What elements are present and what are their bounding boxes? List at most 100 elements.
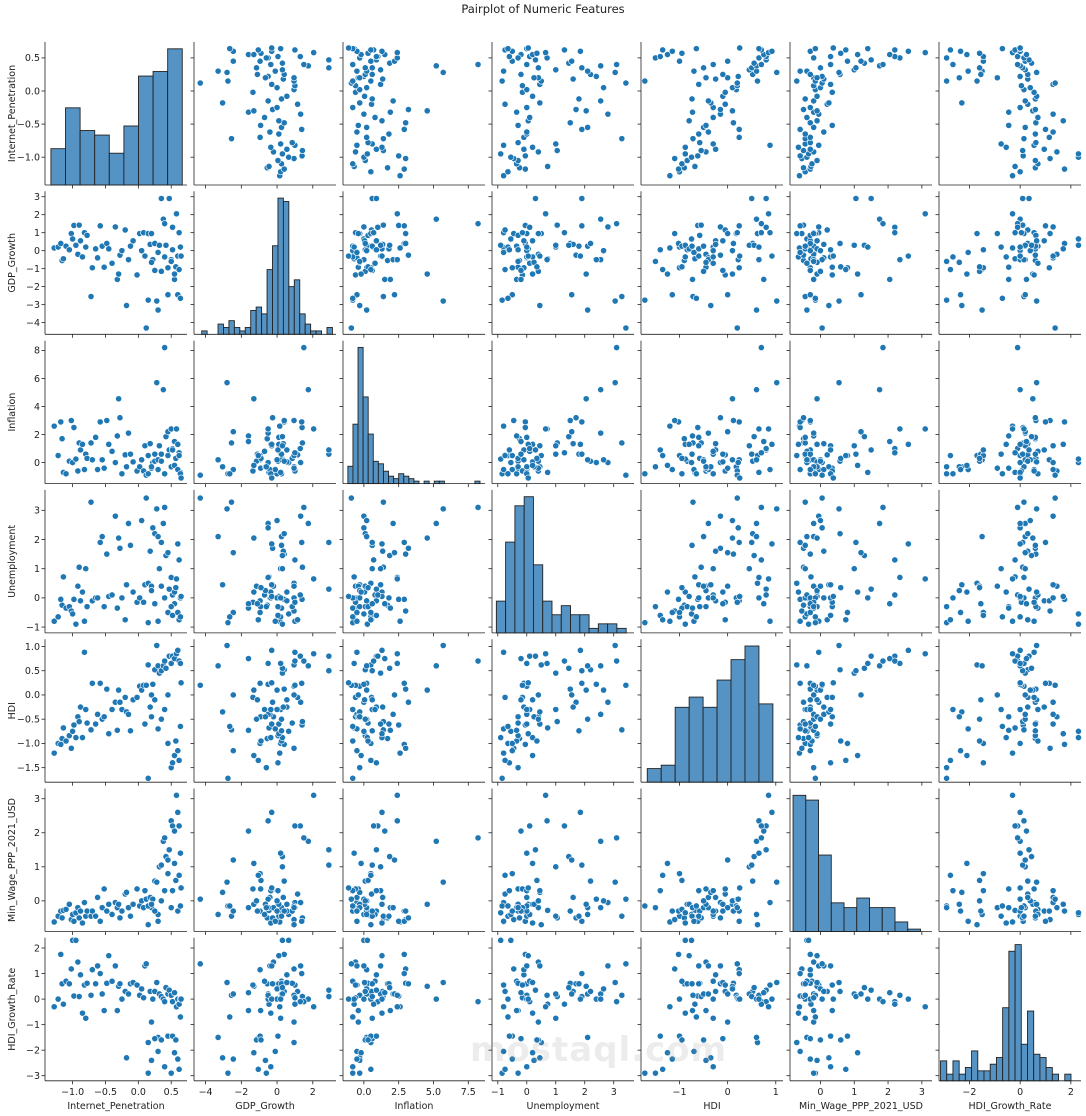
scatter-point (177, 849, 184, 857)
scatter-point (271, 466, 279, 473)
scatter-point (729, 517, 736, 524)
scatter-point (353, 141, 361, 149)
scatter-point (659, 452, 667, 459)
scatter-point (92, 720, 100, 728)
scatter-point (381, 827, 389, 835)
scatter-point (806, 696, 814, 704)
scatter-point (597, 97, 605, 105)
scatter-point (724, 990, 732, 998)
scatter-point (1053, 904, 1061, 912)
scatter-point (688, 153, 695, 161)
scatter-point (268, 995, 276, 1003)
scatter-point (161, 220, 169, 228)
scatter-point (141, 720, 149, 728)
scatter-point (77, 907, 84, 915)
scatter-point (1005, 726, 1013, 734)
scatter-point (345, 44, 352, 52)
scatter-point (575, 727, 583, 735)
scatter-point (154, 617, 162, 625)
scatter-point (81, 899, 88, 906)
scatter-point (177, 243, 184, 251)
scatter-point (1040, 145, 1048, 153)
scatter-point (552, 990, 560, 998)
scatter-point (997, 565, 1005, 573)
scatter-point (254, 600, 261, 608)
scatter-point (760, 276, 768, 283)
scatter-point (757, 504, 765, 511)
scatter-point (290, 965, 298, 973)
scatter-point (269, 414, 276, 422)
scatter-point (949, 470, 957, 478)
scatter-point (103, 907, 111, 915)
scatter-point (113, 726, 121, 734)
scatter-point (290, 1039, 298, 1046)
scatter-point (724, 57, 732, 65)
scatter-point (803, 259, 811, 267)
scatter-point (154, 1048, 162, 1055)
scatter-point (391, 291, 398, 299)
scatter-point (379, 498, 387, 506)
scatter-point (144, 619, 152, 627)
scatter-point (1016, 646, 1024, 654)
scatter-point (766, 141, 774, 149)
scatter-point (508, 264, 516, 272)
scatter-point (569, 75, 577, 83)
scatter-point (274, 603, 282, 611)
scatter-point (174, 440, 182, 448)
scatter-point (214, 662, 222, 670)
scatter-point (291, 449, 299, 457)
scatter-point (118, 247, 126, 255)
scatter-point (360, 110, 368, 118)
scatter-point (74, 582, 82, 590)
scatter-point (125, 990, 132, 998)
scatter-point (755, 54, 763, 62)
scatter-point (379, 703, 387, 711)
scatter-point (696, 139, 704, 147)
scatter-point (1019, 450, 1027, 458)
scatter-point (395, 222, 403, 229)
scatter-point (514, 713, 522, 721)
scatter-point (214, 533, 222, 540)
histogram-bar (597, 623, 609, 634)
y-tick-label: 2 (34, 210, 40, 221)
y-tick-label: −1.5 (17, 763, 40, 774)
x-tick-label: 5.0 (426, 1087, 441, 1098)
scatter-point (402, 744, 410, 752)
scatter-point (249, 88, 257, 96)
scatter-point (219, 708, 226, 716)
scatter-point (161, 344, 169, 352)
scatter-point (250, 1049, 258, 1057)
scatter-point (618, 293, 626, 300)
scatter-point (96, 917, 104, 925)
scatter-point (827, 611, 834, 619)
scatter-point (582, 982, 590, 990)
histogram-bar (372, 460, 379, 485)
scatter-point (1005, 885, 1013, 893)
scatter-point (377, 66, 384, 74)
scatter-point (688, 450, 696, 458)
scatter-point (773, 69, 781, 76)
scatter-point (755, 256, 763, 264)
scatter-point (796, 172, 803, 180)
scatter-point (299, 718, 306, 726)
scatter-point (1061, 907, 1068, 915)
scatter-point (810, 429, 818, 437)
scatter-point (692, 1013, 700, 1021)
scatter-point (675, 950, 682, 958)
scatter-point (891, 657, 899, 665)
scatter-point (1033, 379, 1041, 387)
scatter-point (474, 504, 482, 511)
scatter-point (275, 117, 283, 125)
scatter-point (552, 669, 560, 677)
scatter-point (229, 907, 237, 915)
scatter-point (62, 470, 70, 478)
scatter-point (144, 1069, 152, 1077)
scatter-point (519, 681, 526, 689)
scatter-point (439, 297, 447, 305)
scatter-point (566, 907, 574, 915)
scatter-point (688, 980, 696, 988)
scatter-point (395, 595, 403, 603)
scatter-point (576, 808, 584, 816)
scatter-point (529, 143, 536, 151)
scatter-point (879, 220, 887, 228)
